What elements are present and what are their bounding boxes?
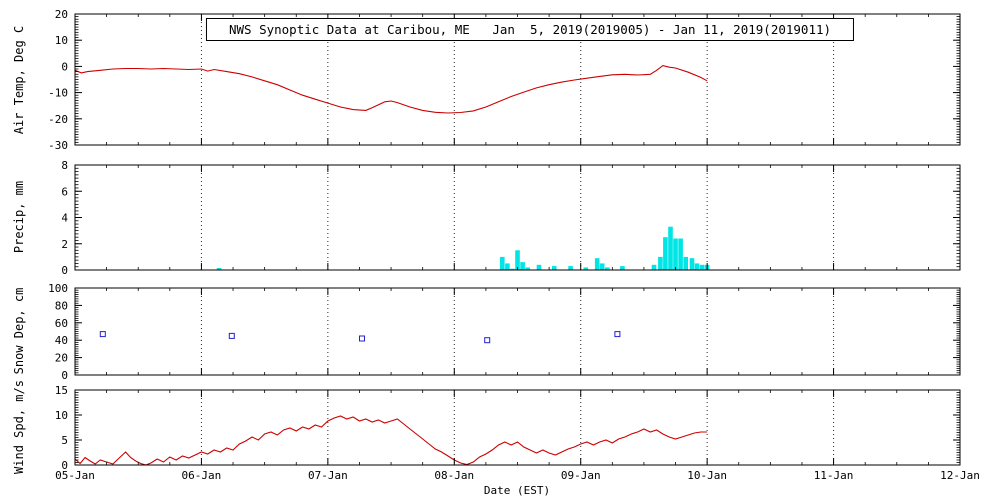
y-axis-label-air-temp: Air Temp, Deg C xyxy=(12,25,26,135)
svg-text:10: 10 xyxy=(55,34,68,47)
svg-text:10-Jan: 10-Jan xyxy=(687,469,727,482)
panel-snow-depth: 0 20 40 60 80 100 xyxy=(48,282,961,382)
svg-text:60: 60 xyxy=(55,317,68,330)
panel-wind-speed: 0 5 10 15 xyxy=(55,384,961,472)
svg-text:0: 0 xyxy=(61,264,68,277)
svg-text:15: 15 xyxy=(55,384,68,397)
svg-text:0: 0 xyxy=(61,60,68,73)
svg-text:11-Jan: 11-Jan xyxy=(814,469,854,482)
x-axis-tick-labels: 05-Jan 06-Jan 07-Jan 08-Jan 09-Jan 10-Jan 11-J… xyxy=(55,469,980,482)
svg-text:07-Jan: 07-Jan xyxy=(308,469,348,482)
svg-text:80: 80 xyxy=(55,299,68,312)
svg-text:12-Jan: 12-Jan xyxy=(940,469,980,482)
svg-text:-20: -20 xyxy=(48,113,68,126)
svg-text:20: 20 xyxy=(55,8,68,21)
plot-title: NWS Synoptic Data at Caribou, ME Jan 5, … xyxy=(205,18,855,41)
svg-text:2: 2 xyxy=(61,238,68,251)
svg-text:05-Jan: 05-Jan xyxy=(55,469,95,482)
svg-text:0: 0 xyxy=(61,459,68,472)
svg-text:6: 6 xyxy=(61,185,68,198)
y-axis-label-wind-speed: Wind Spd, m/s xyxy=(12,380,26,474)
svg-text:09-Jan: 09-Jan xyxy=(561,469,601,482)
svg-text:8: 8 xyxy=(61,159,68,172)
svg-text:0: 0 xyxy=(61,369,68,382)
svg-text:100: 100 xyxy=(48,282,68,295)
svg-text:20: 20 xyxy=(55,352,68,365)
svg-text:-10: -10 xyxy=(48,87,68,100)
panel-precip: 0 2 4 6 8 xyxy=(61,159,961,277)
svg-text:06-Jan: 06-Jan xyxy=(182,469,222,482)
svg-text:08-Jan: 08-Jan xyxy=(434,469,474,482)
panel-air-temp: -30 -20 -10 0 10 20 xyxy=(48,8,961,152)
x-axis-label: Date (EST) xyxy=(483,484,551,497)
svg-text:5: 5 xyxy=(61,434,68,447)
svg-text:4: 4 xyxy=(61,212,68,225)
svg-text:-30: -30 xyxy=(48,139,68,152)
svg-text:10: 10 xyxy=(55,409,68,422)
svg-text:40: 40 xyxy=(55,334,68,347)
